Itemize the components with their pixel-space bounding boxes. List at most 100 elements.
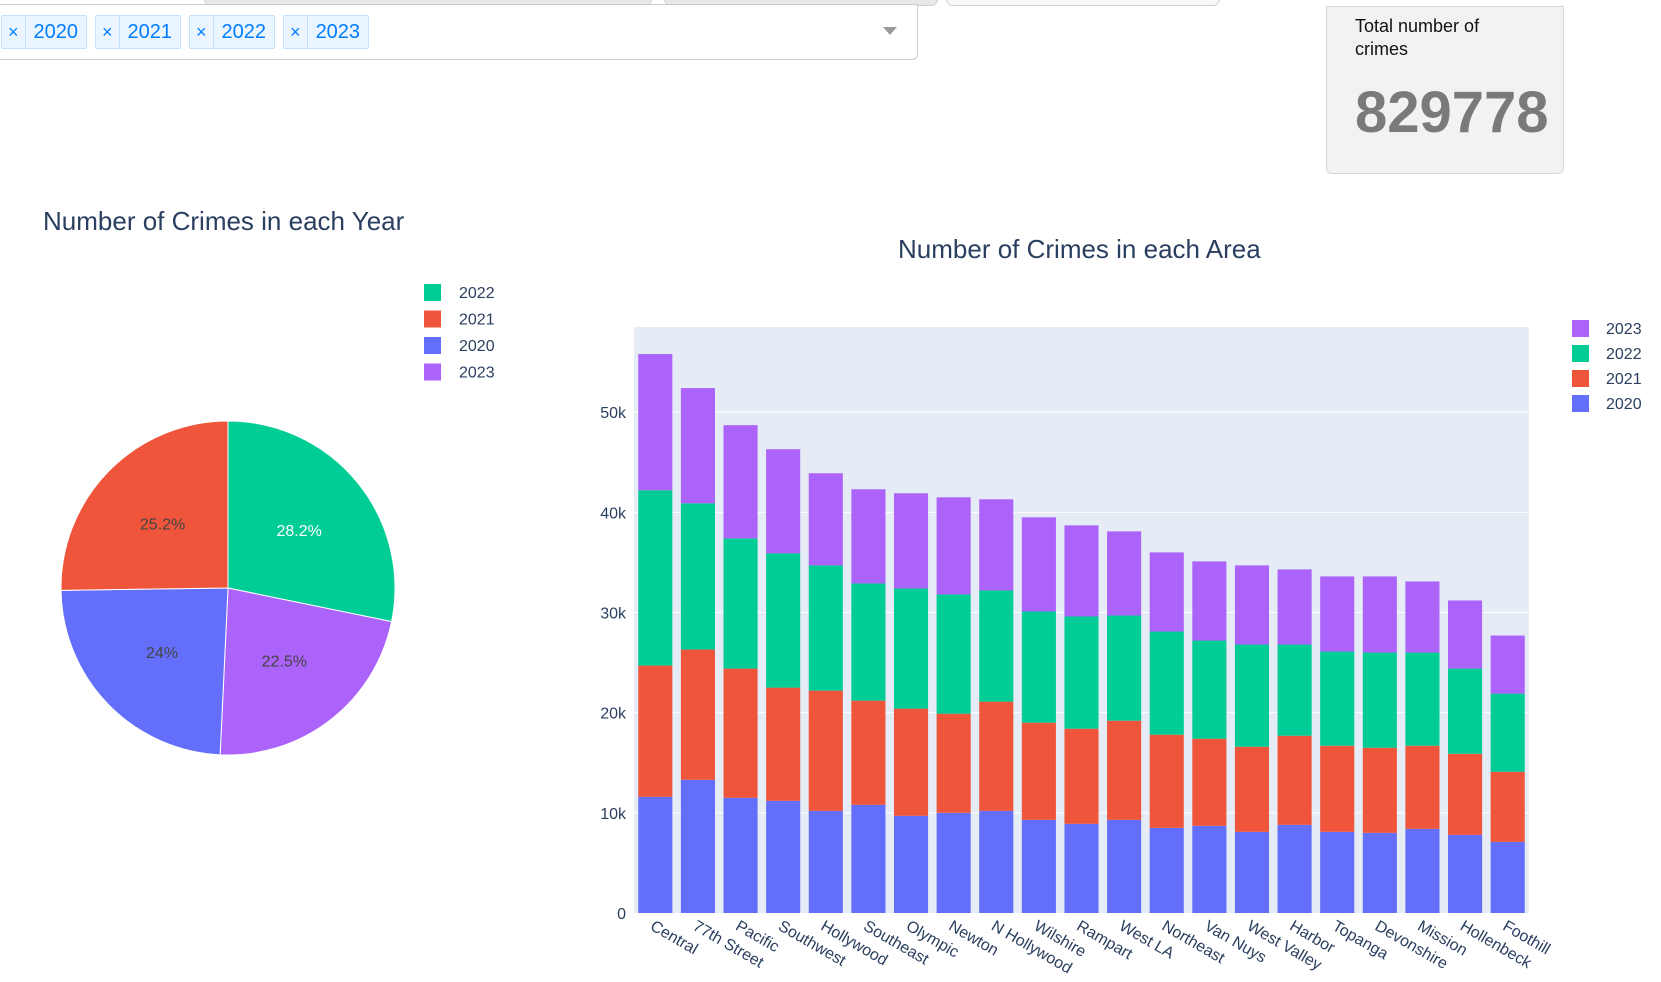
bar-segment-2023[interactable]	[1448, 600, 1483, 669]
bar-segment-2023[interactable]	[1149, 552, 1184, 632]
bar-segment-2020[interactable]	[1490, 841, 1525, 913]
bar-segment-2020[interactable]	[1405, 828, 1440, 913]
bar-segment-2020[interactable]	[766, 800, 801, 913]
bar-segment-2023[interactable]	[1277, 569, 1312, 645]
bar-segment-2021[interactable]	[1277, 735, 1312, 825]
bar-segment-2022[interactable]	[808, 565, 843, 691]
bar-segment-2022[interactable]	[1064, 616, 1099, 729]
bar-segment-2023[interactable]	[1064, 525, 1099, 617]
bar-segment-2020[interactable]	[851, 804, 886, 913]
legend-swatch-2021[interactable]	[424, 310, 441, 328]
bar-segment-2021[interactable]	[979, 701, 1014, 811]
pie-slice-2021[interactable]	[60, 420, 229, 591]
bar-segment-2021[interactable]	[1448, 753, 1483, 835]
bar-segment-2020[interactable]	[1448, 834, 1483, 913]
year-multiselect-dropdown[interactable]: × 2020 × 2021 × 2022 × 2023	[0, 4, 918, 60]
bar-segment-2022[interactable]	[1362, 652, 1397, 748]
bar-segment-2023[interactable]	[1405, 581, 1440, 653]
bar-segment-2022[interactable]	[1021, 611, 1056, 723]
bar-segment-2021[interactable]	[851, 700, 886, 805]
bar-segment-2020[interactable]	[1362, 832, 1397, 913]
bar-segment-2020[interactable]	[1192, 825, 1227, 913]
pie-slice-2022[interactable]	[227, 420, 396, 623]
legend-swatch-2023[interactable]	[1572, 320, 1589, 337]
bar-segment-2023[interactable]	[1107, 531, 1142, 616]
bar-segment-2022[interactable]	[766, 553, 801, 688]
bar-segment-2021[interactable]	[1320, 745, 1355, 832]
pie-slice-2020[interactable]	[60, 587, 229, 756]
bar-segment-2021[interactable]	[1362, 747, 1397, 833]
remove-chip-icon[interactable]: ×	[96, 16, 120, 48]
bar-segment-2022[interactable]	[638, 490, 673, 666]
bar-segment-2020[interactable]	[1021, 819, 1056, 913]
bar-segment-2020[interactable]	[1320, 831, 1355, 913]
bar-segment-2022[interactable]	[1234, 644, 1270, 747]
bar-segment-2020[interactable]	[1064, 823, 1099, 913]
bar-segment-2020[interactable]	[638, 796, 673, 913]
bar-segment-2020[interactable]	[1107, 819, 1142, 913]
remove-chip-icon[interactable]: ×	[190, 16, 214, 48]
legend-swatch-2020[interactable]	[424, 337, 441, 354]
bar-segment-2020[interactable]	[1277, 824, 1312, 913]
bar-segment-2023[interactable]	[1234, 565, 1270, 645]
bar-segment-2023[interactable]	[638, 354, 673, 491]
bar-segment-2023[interactable]	[1490, 635, 1525, 694]
bar-segment-2022[interactable]	[1192, 640, 1227, 739]
remove-chip-icon[interactable]: ×	[2, 16, 26, 48]
bar-segment-2022[interactable]	[1448, 668, 1483, 754]
bar-segment-2022[interactable]	[851, 583, 886, 701]
bar-segment-2023[interactable]	[851, 489, 886, 584]
pie-slice-2023[interactable]	[219, 587, 393, 756]
bar-segment-2021[interactable]	[723, 668, 758, 798]
bar-segment-2022[interactable]	[1149, 631, 1184, 735]
bar-segment-2023[interactable]	[1021, 517, 1056, 612]
bar-segment-2020[interactable]	[1149, 827, 1184, 913]
bar-segment-2023[interactable]	[723, 425, 758, 539]
bar-segment-2020[interactable]	[1234, 831, 1270, 913]
bar-segment-2021[interactable]	[936, 713, 971, 813]
bar-segment-2021[interactable]	[766, 687, 801, 801]
bar-segment-2022[interactable]	[723, 538, 758, 669]
bar-segment-2023[interactable]	[936, 497, 971, 595]
bar-segment-2021[interactable]	[1107, 720, 1142, 820]
bar-segment-2021[interactable]	[1064, 728, 1099, 824]
bar-segment-2021[interactable]	[1149, 734, 1184, 828]
bar-segment-2020[interactable]	[936, 812, 971, 913]
bar-segment-2022[interactable]	[1405, 652, 1440, 746]
bar-segment-2023[interactable]	[680, 388, 715, 504]
bar-segment-2022[interactable]	[936, 594, 971, 714]
bar-segment-2022[interactable]	[680, 503, 715, 650]
bar-segment-2020[interactable]	[680, 779, 715, 913]
bar-segment-2023[interactable]	[1192, 561, 1227, 641]
legend-swatch-2022[interactable]	[424, 284, 441, 301]
bar-segment-2023[interactable]	[1320, 576, 1355, 652]
bar-segment-2021[interactable]	[638, 665, 673, 797]
bar-segment-2021[interactable]	[1490, 771, 1525, 842]
remove-chip-icon[interactable]: ×	[284, 16, 308, 48]
bar-segment-2021[interactable]	[808, 690, 843, 811]
dropdown-arrow-icon[interactable]	[883, 27, 897, 35]
bar-segment-2021[interactable]	[1021, 722, 1056, 820]
bar-segment-2022[interactable]	[1490, 693, 1525, 772]
bar-segment-2023[interactable]	[893, 493, 929, 589]
legend-swatch-2020[interactable]	[1572, 395, 1589, 412]
legend-swatch-2023[interactable]	[424, 363, 441, 381]
bar-segment-2023[interactable]	[1362, 576, 1397, 653]
bar-segment-2022[interactable]	[1277, 644, 1312, 736]
bar-segment-2022[interactable]	[1107, 615, 1142, 721]
bar-segment-2021[interactable]	[680, 649, 715, 780]
bar-segment-2020[interactable]	[893, 815, 929, 913]
bar-segment-2021[interactable]	[1405, 745, 1440, 829]
bar-segment-2020[interactable]	[979, 810, 1014, 913]
bar-segment-2023[interactable]	[808, 473, 843, 566]
bar-segment-2022[interactable]	[893, 588, 929, 709]
bar-segment-2020[interactable]	[808, 810, 843, 913]
bar-segment-2021[interactable]	[1234, 746, 1270, 832]
bar-segment-2020[interactable]	[723, 797, 758, 913]
bar-segment-2022[interactable]	[1320, 651, 1355, 746]
bar-segment-2021[interactable]	[893, 708, 929, 816]
bar-segment-2023[interactable]	[979, 499, 1014, 591]
legend-swatch-2021[interactable]	[1572, 370, 1589, 387]
bar-segment-2022[interactable]	[979, 590, 1014, 702]
bar-segment-2023[interactable]	[766, 449, 801, 554]
